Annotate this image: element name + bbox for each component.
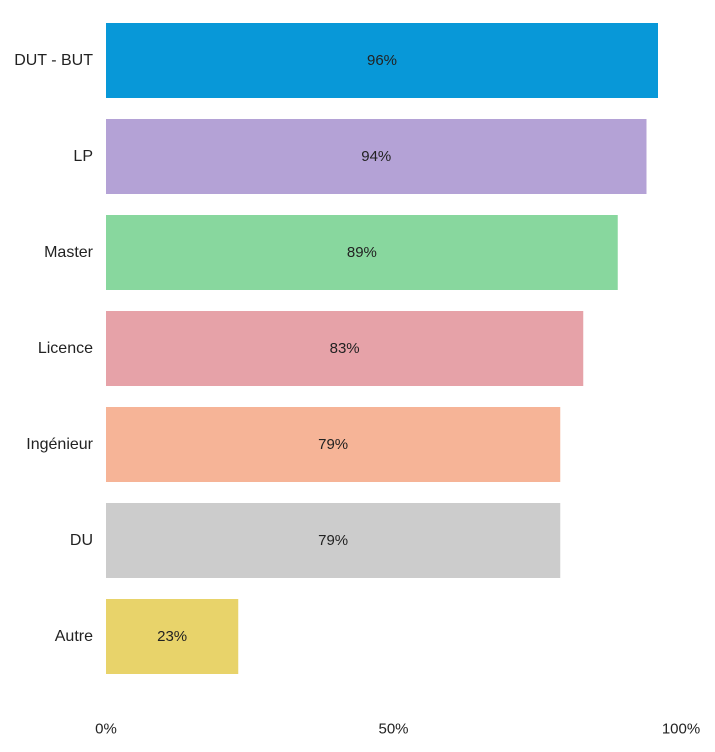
x-axis: 0% 50% 100% [95, 721, 700, 738]
value-labels: 96% 94% 89% 83% 79% 79% 23% [157, 52, 397, 645]
x-tick-label: 50% [378, 721, 408, 738]
bar-lp [106, 119, 647, 194]
category-label-ingenieur: Ingénieur [26, 436, 93, 453]
bar-autre [106, 599, 239, 674]
bar-licence [106, 311, 584, 386]
value-label-ingenieur: 79% [318, 436, 348, 453]
value-label-licence: 83% [330, 340, 360, 357]
category-label-lp: LP [73, 148, 93, 165]
bars-layer [106, 23, 658, 674]
x-tick-label: 0% [95, 721, 117, 738]
value-label-autre: 23% [157, 628, 187, 645]
value-label-master: 89% [347, 244, 377, 261]
category-label-licence: Licence [38, 340, 93, 357]
value-label-lp: 94% [361, 148, 391, 165]
x-tick-label: 100% [662, 721, 700, 738]
bar-ingenieur [106, 407, 561, 482]
category-label-master: Master [44, 244, 94, 261]
category-label-autre: Autre [55, 628, 93, 645]
category-label-du: DU [70, 532, 93, 549]
bar-master [106, 215, 618, 290]
value-label-du: 79% [318, 532, 348, 549]
category-labels: DUT - BUT LP Master Licence Ingénieur DU Autre [14, 52, 93, 645]
bar-dut-but [106, 23, 658, 98]
category-label-dut-but: DUT - BUT [14, 52, 93, 69]
value-label-dut-but: 96% [367, 52, 397, 69]
bar-du [106, 503, 561, 578]
